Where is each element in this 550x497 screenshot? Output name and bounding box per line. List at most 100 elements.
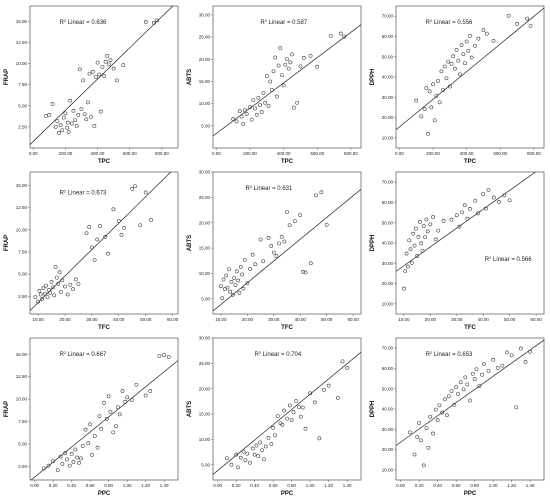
data-point	[420, 248, 425, 253]
data-point	[518, 346, 523, 351]
panel-ppc-abts: 0.00 0.20 0.40 0.60 0.80 1.00 1.20 1.40 5.00 10.0…	[183, 332, 366, 497]
data-point	[465, 216, 470, 221]
y-tick-label: 20.00	[382, 447, 394, 452]
data-point	[432, 118, 437, 123]
x-tick-label: 0.80	[287, 483, 296, 488]
data-point	[454, 213, 459, 218]
data-point	[221, 277, 226, 282]
data-point	[60, 461, 65, 466]
y-tick-label: 10.00	[382, 301, 394, 306]
x-tick-label: 0.60	[86, 483, 95, 488]
data-point	[238, 109, 242, 114]
x-tick-label: 0.80	[104, 483, 113, 488]
y-tick-label: 5.00	[201, 123, 210, 128]
x-tick-label: 0.40	[433, 483, 442, 488]
data-point	[94, 75, 98, 79]
r-squared-label: R2 Linear = 0.566	[485, 255, 532, 263]
data-point	[445, 413, 449, 418]
data-point	[87, 225, 92, 229]
data-point	[225, 456, 229, 461]
data-point	[79, 456, 83, 461]
data-point	[44, 283, 49, 288]
data-point	[419, 114, 424, 119]
data-point	[452, 402, 457, 407]
data-point	[59, 289, 63, 294]
data-point	[287, 403, 292, 408]
data-point	[258, 237, 263, 242]
data-point	[119, 233, 124, 237]
plot-frame	[29, 337, 179, 481]
data-point	[472, 377, 477, 382]
data-point	[86, 441, 91, 446]
data-point	[266, 103, 271, 108]
data-point	[497, 200, 501, 204]
data-point	[456, 58, 461, 63]
data-point	[254, 443, 259, 448]
data-point	[71, 460, 76, 464]
data-point	[261, 91, 266, 95]
data-point	[414, 98, 419, 103]
x-tick-label: 10.00	[398, 317, 410, 322]
data-point	[236, 465, 240, 470]
x-tick-label: 0.00	[30, 483, 39, 488]
x-tick-label: 200.00	[243, 151, 257, 156]
x-tick-label: 50.00	[140, 317, 152, 322]
data-point	[298, 64, 303, 69]
y-tick-label: 60.00	[382, 200, 394, 205]
data-point	[61, 115, 66, 120]
data-point	[280, 422, 285, 427]
data-point	[345, 366, 349, 370]
data-point	[408, 430, 412, 435]
data-point	[315, 64, 320, 69]
data-point	[90, 245, 94, 250]
data-point	[285, 416, 289, 421]
y-axis-label: FRAP	[4, 69, 10, 85]
data-point	[263, 444, 268, 449]
data-point	[106, 62, 111, 67]
data-point	[514, 405, 519, 410]
data-point	[502, 193, 507, 198]
y-tick-label: 5.00	[201, 462, 210, 467]
x-tick-label: 30.00	[268, 317, 280, 322]
data-point	[99, 426, 104, 431]
scatter-chart: 10.00 20.00 30.00 40.00 50.00 60.00 2.50 5.00 7.…	[4, 171, 179, 331]
x-tick-label: 1.40	[160, 483, 169, 488]
y-axis-label: ABTS	[187, 235, 193, 251]
data-point	[240, 272, 244, 277]
x-tick-label: 200.00	[426, 151, 440, 156]
data-point	[157, 354, 162, 358]
data-point	[264, 74, 269, 78]
data-point	[419, 241, 423, 246]
data-point	[37, 289, 42, 293]
x-tick-label: 0.20	[232, 483, 241, 488]
data-point	[82, 112, 87, 117]
data-point	[459, 43, 464, 48]
y-tick-label: 10.00	[16, 227, 28, 232]
y-tick-label: 5.00	[201, 296, 210, 301]
data-point	[460, 210, 464, 215]
data-point	[55, 275, 59, 280]
data-point	[439, 69, 444, 74]
x-tick-label: 0.00	[396, 483, 405, 488]
x-tick-label: 0.40	[67, 483, 76, 488]
data-point	[48, 290, 53, 295]
data-point	[245, 451, 250, 456]
y-axis-label: DPPH	[370, 235, 376, 252]
data-point	[324, 222, 329, 227]
data-point	[234, 119, 239, 124]
x-tick-label: 400.00	[277, 151, 291, 156]
plot-frame	[29, 5, 179, 149]
data-point	[228, 289, 233, 294]
data-point	[428, 414, 433, 419]
x-axis-label: TFC	[98, 325, 110, 331]
panel-ppc-frap: 0.00 0.20 0.40 0.60 0.80 1.00 1.20 1.40 2.50 5.00…	[0, 332, 183, 497]
data-point	[469, 55, 474, 60]
data-point	[282, 408, 287, 413]
data-point	[166, 354, 171, 359]
data-point	[220, 296, 225, 301]
data-point	[33, 295, 38, 300]
data-point	[415, 254, 420, 259]
data-point	[447, 84, 452, 89]
data-point	[342, 34, 347, 39]
x-tick-label: 20.00	[59, 317, 71, 322]
